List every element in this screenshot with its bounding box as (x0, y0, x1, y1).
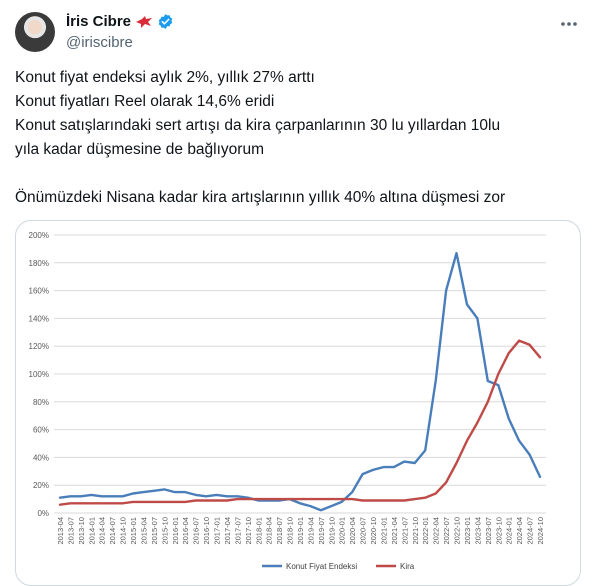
x-tick-label: 2014-04 (98, 517, 107, 545)
x-tick-label: 2015-07 (150, 517, 159, 545)
y-tick-label: 140% (29, 314, 49, 323)
tweet-line: Konut fiyatları Reel olarak 14,6% eridi (15, 93, 275, 110)
x-tick-label: 2022-01 (421, 517, 430, 545)
x-tick-label: 2024-04 (515, 517, 524, 545)
red-bird-icon (136, 15, 153, 28)
x-tick-label: 2020-01 (338, 517, 347, 545)
x-tick-label: 2017-01 (213, 517, 222, 545)
x-tick-label: 2023-01 (463, 517, 472, 545)
x-tick-label: 2014-07 (108, 517, 117, 545)
avatar[interactable] (15, 12, 55, 52)
x-tick-label: 2024-07 (526, 517, 535, 545)
y-tick-label: 200% (29, 231, 49, 240)
x-tick-label: 2017-07 (233, 517, 242, 545)
y-tick-label: 180% (29, 259, 49, 268)
x-tick-label: 2015-10 (160, 517, 169, 545)
x-tick-label: 2019-01 (296, 517, 305, 545)
y-tick-label: 160% (29, 287, 49, 296)
x-tick-label: 2024-01 (505, 517, 514, 545)
x-tick-label: 2016-10 (202, 517, 211, 545)
x-tick-label: 2018-04 (265, 517, 274, 545)
x-tick-label: 2017-10 (244, 517, 253, 545)
x-tick-label: 2022-04 (432, 517, 441, 545)
x-tick-label: 2022-10 (453, 517, 462, 545)
tweet-text: Konut fiyat endeksi aylık 2%, yıllık 27%… (15, 66, 579, 210)
line-chart: 0% 20% 40% 60% 80% 100% 120% 140% 160% 180% 200% 20… (29, 231, 546, 571)
x-tick-label: 2013-10 (77, 517, 86, 545)
legend-label: Kira (400, 562, 415, 571)
name-row: İris Cibre (66, 13, 174, 30)
x-tick-label: 2018-07 (275, 517, 284, 545)
x-tick-label: 2021-04 (390, 517, 399, 545)
tweet-header: İris Cibre @iriscibre (15, 12, 579, 54)
y-tick-label: 120% (29, 342, 49, 351)
y-tick-label: 100% (29, 370, 49, 379)
x-tick-label: 2014-10 (119, 517, 128, 545)
x-tick-label: 2014-01 (87, 517, 96, 545)
x-tick-label: 2016-01 (171, 517, 180, 545)
tweet-line: yıla kadar düşmesine de bağlıyorum (15, 141, 264, 158)
x-tick-label: 2019-04 (306, 517, 315, 545)
y-tick-label: 20% (33, 481, 49, 490)
x-tick-label: 2019-07 (317, 517, 326, 545)
x-tick-label: 2020-07 (359, 517, 368, 545)
x-tick-label: 2015-01 (129, 517, 138, 545)
x-tick-label: 2020-10 (369, 517, 378, 545)
x-tick-label: 2016-04 (181, 517, 190, 545)
x-tick-label: 2023-07 (484, 517, 493, 545)
x-tick-label: 2019-10 (327, 517, 336, 545)
x-tick-label: 2021-07 (400, 517, 409, 545)
more-options-icon[interactable] (559, 14, 579, 34)
y-tick-label: 0% (37, 509, 49, 518)
x-tick-label: 2013-04 (56, 517, 65, 545)
x-tick-label: 2018-10 (286, 517, 295, 545)
x-tick-label: 2024-10 (536, 517, 545, 545)
tweet-line: Konut fiyat endeksi aylık 2%, yıllık 27%… (15, 69, 315, 86)
series-line (58, 339, 542, 506)
x-tick-label: 2021-10 (411, 517, 420, 545)
tweet-line: Konut satışlarındaki sert artışı da kira… (15, 117, 501, 134)
x-tick-label: 2020-04 (348, 517, 357, 545)
y-tick-label: 40% (33, 453, 49, 462)
y-tick-label: 80% (33, 398, 49, 407)
display-name[interactable]: İris Cibre (66, 13, 132, 30)
series-line (58, 251, 542, 512)
tweet-line: Önümüzdeki Nisana kadar kira artışlarını… (15, 189, 506, 206)
x-tick-label: 2022-07 (442, 517, 451, 545)
y-tick-label: 60% (33, 426, 49, 435)
x-tick-label: 2021-01 (379, 517, 388, 545)
x-tick-label: 2023-10 (494, 517, 503, 545)
x-tick-label: 2017-04 (223, 517, 232, 545)
x-tick-label: 2016-07 (192, 517, 201, 545)
user-handle[interactable]: @iriscibre (66, 34, 133, 51)
legend-label: Konut Fiyat Endeksi (286, 562, 357, 571)
chart-image[interactable]: 0% 20% 40% 60% 80% 100% 120% 140% 160% 180% 200% 20… (15, 220, 581, 586)
x-tick-label: 2018-01 (254, 517, 263, 545)
verified-badge-icon (158, 14, 173, 29)
x-tick-label: 2023-04 (473, 517, 482, 545)
x-tick-label: 2015-04 (139, 517, 148, 545)
x-tick-label: 2013-07 (66, 517, 75, 545)
